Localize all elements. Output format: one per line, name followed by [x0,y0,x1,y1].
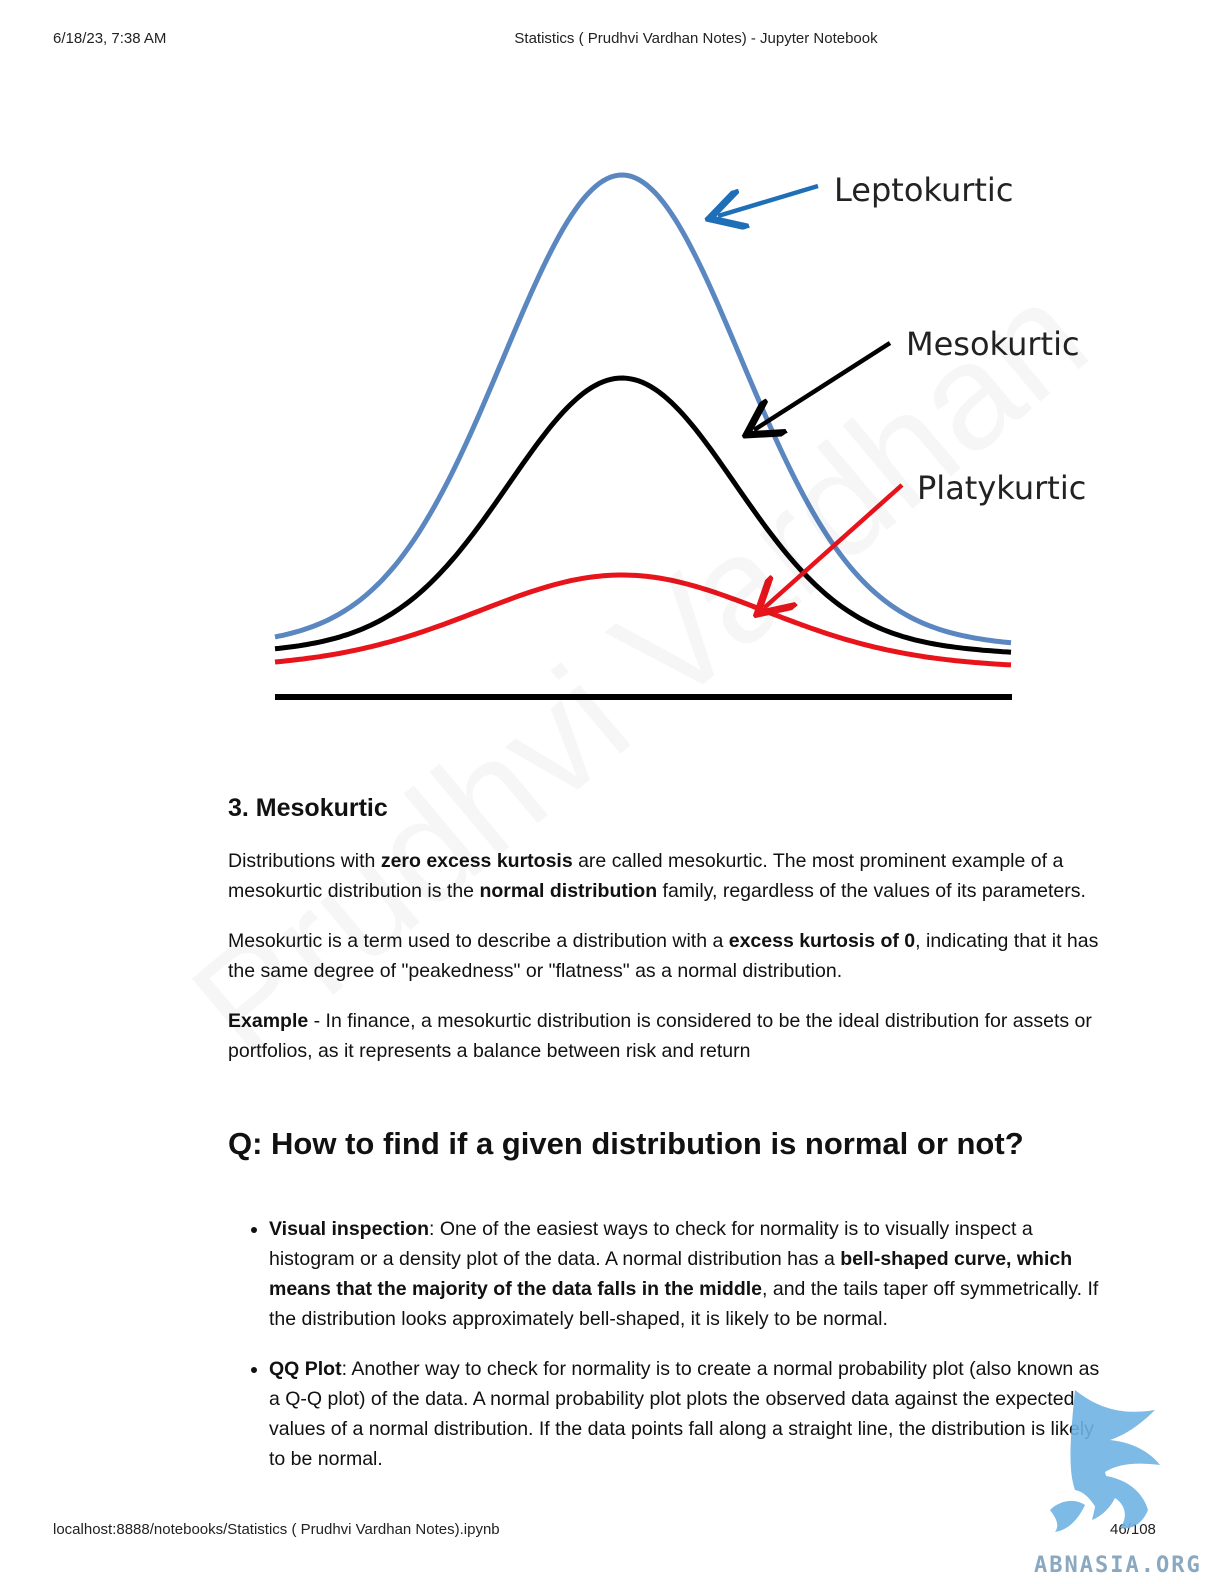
mesokurtic-curve [274,375,1012,655]
page-number: 46/108 [1110,1521,1156,1538]
logo-text: ABNASIA.ORG [1034,1553,1202,1578]
print-page-title: Statistics ( Prudhvi Vardhan Notes) - Ju… [514,30,878,47]
mesokurtic-arrow [754,341,892,430]
platykurtic-curve [274,572,1012,668]
normality-methods-list: Visual inspection: One of the easiest wa… [228,1214,1108,1474]
paragraph-mesokurtic-example: Example - In finance, a mesokurtic distr… [228,1010,1092,1062]
question-heading: Q: How to find if a given distribution i… [228,1126,1024,1161]
platykurtic-arrow [764,483,904,608]
leptokurtic-arrow [718,183,819,216]
list-item-visual-inspection: Visual inspection: One of the easiest wa… [269,1214,1108,1334]
section-heading-mesokurtic: 3. Mesokurtic [228,794,388,822]
abnasia-logo: ABNASIA.ORG [1034,1390,1202,1578]
kurtosis-diagram: Leptokurtic Mesokurtic Platykurtic [274,171,1086,700]
print-timestamp: 6/18/23, 7:38 AM [53,30,167,47]
paragraph-mesokurtic-definition: Distributions with zero excess kurtosis … [228,850,1086,902]
print-url: localhost:8888/notebooks/Statistics ( Pr… [53,1521,500,1538]
leptokurtic-curve [274,172,1012,646]
list-item-qq-plot: QQ Plot: Another way to check for normal… [269,1354,1108,1474]
leptokurtic-label: Leptokurtic [834,171,1013,209]
platykurtic-label: Platykurtic [917,469,1086,507]
paragraph-mesokurtic-description: Mesokurtic is a term used to describe a … [228,930,1099,982]
mesokurtic-label: Mesokurtic [906,325,1080,363]
